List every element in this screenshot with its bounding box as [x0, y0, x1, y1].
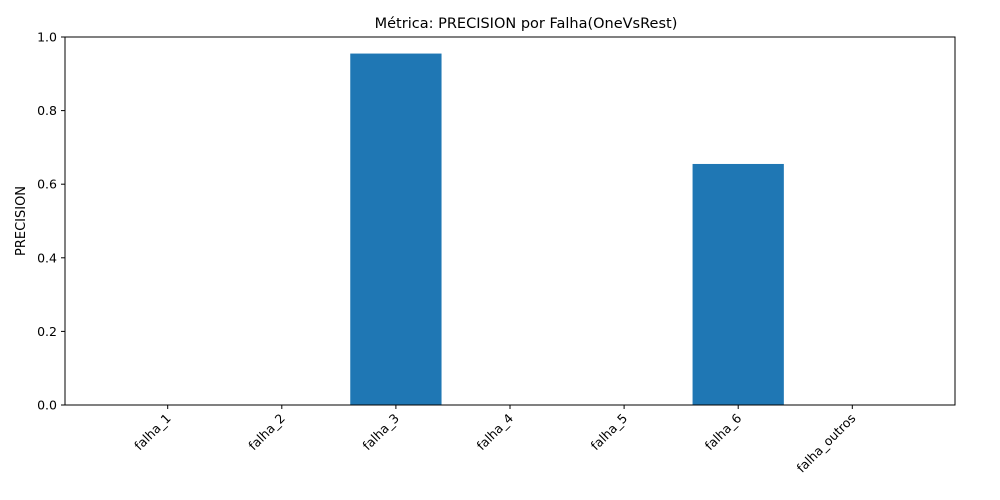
x-axis: falha_1 falha_2 falha_3 falha_4 falha_5 falha…	[131, 405, 858, 475]
x-tick-label: falha_5	[588, 411, 631, 454]
y-axis: 0.0 0.2 0.4 0.6 0.8 1.0	[37, 30, 65, 413]
x-tick-label: falha_4	[473, 410, 516, 453]
y-tick-label: 0.0	[37, 398, 57, 413]
plot-frame	[64, 36, 956, 406]
x-tick-label: falha_3	[359, 411, 402, 454]
x-tick-label: falha_1	[131, 411, 174, 454]
bars-group	[350, 53, 784, 406]
y-tick-label: 0.4	[37, 250, 57, 265]
x-tick-label: falha_2	[245, 411, 288, 454]
bar-falha_6	[692, 163, 784, 405]
x-tick-label: falha_outros	[793, 411, 858, 476]
y-axis-label: PRECISION	[14, 186, 29, 256]
y-tick-label: 0.6	[37, 177, 57, 192]
x-tick-label: falha_6	[702, 410, 745, 453]
y-tick-label: 0.8	[37, 103, 57, 118]
y-tick-label: 1.0	[37, 30, 57, 45]
chart-title: Métrica: PRECISION por Falha(OneVsRest)	[375, 16, 678, 32]
bar-falha_3	[350, 53, 442, 406]
y-tick-label: 0.2	[37, 324, 57, 339]
